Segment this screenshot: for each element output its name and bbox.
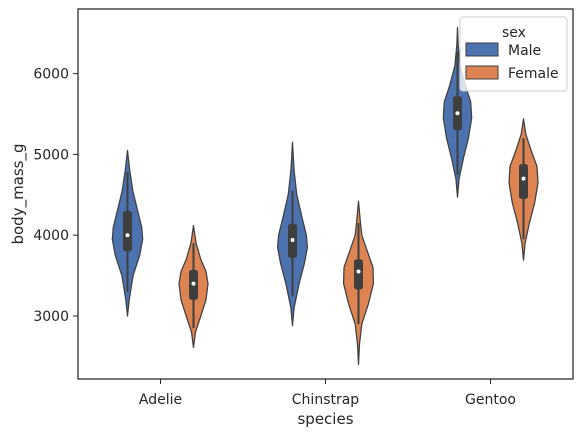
x-tick-label: Gentoo [465, 392, 516, 408]
x-tick-label: Adelie [139, 392, 182, 408]
violin-median-chinstrap-male [290, 238, 295, 243]
x-axis-label: species [297, 410, 353, 428]
x-tick-label: Chinstrap [292, 392, 360, 408]
legend-swatch-male [465, 42, 499, 57]
violin-median-gentoo-female [521, 176, 526, 181]
y-axis-label: body_mass_g [9, 143, 28, 244]
violin-median-gentoo-male [455, 111, 460, 116]
violin-group [111, 26, 539, 366]
y-axis-ticks: 3000 4000 5000 6000 [33, 67, 78, 325]
violin-iqr-box-adelie-male [123, 210, 132, 252]
y-tick-label: 6000 [33, 67, 69, 83]
y-tick-label: 3000 [33, 309, 69, 325]
violin-median-chinstrap-female [356, 269, 361, 274]
x-axis-ticks: Adelie Chinstrap Gentoo [139, 379, 516, 408]
legend-label-male: Male [508, 43, 541, 59]
y-tick-label: 5000 [33, 147, 69, 163]
legend: sex Male Female [459, 16, 568, 92]
violin-median-adelie-female [191, 281, 196, 286]
violin-iqr-box-chinstrap-female [354, 259, 363, 290]
legend-title: sex [502, 25, 526, 41]
legend-swatch-female [465, 65, 499, 80]
violin-iqr-box-gentoo-female [519, 164, 528, 199]
y-tick-label: 4000 [33, 228, 69, 244]
legend-label-female: Female [508, 66, 559, 82]
violin-median-adelie-male [125, 233, 130, 238]
